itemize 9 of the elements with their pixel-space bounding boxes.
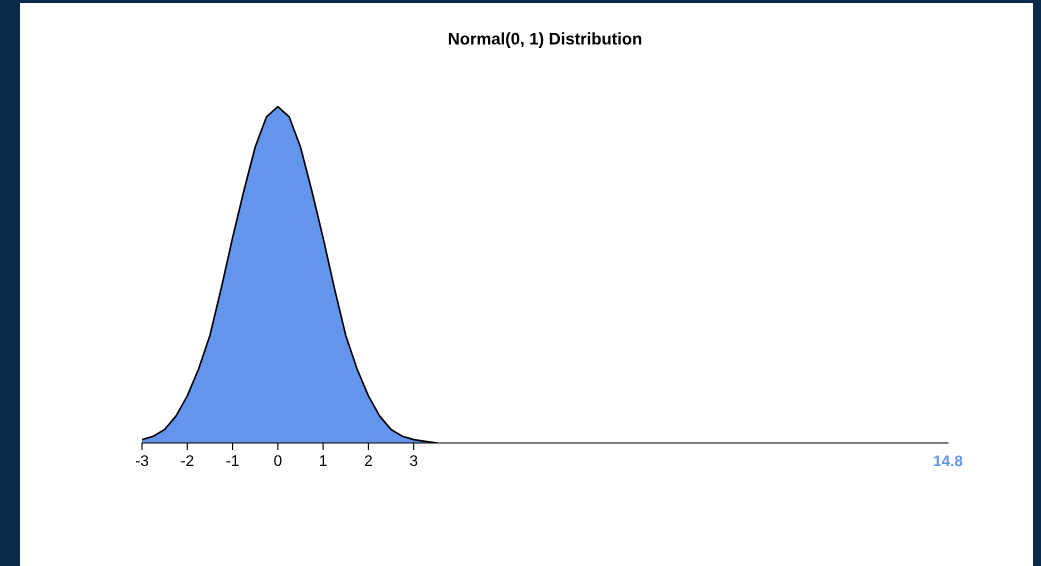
x-tick-label: 2: [364, 455, 372, 466]
chart-title: Normal(0, 1) Distribution: [448, 32, 642, 48]
x-tick-label: 0: [274, 455, 282, 467]
x-tick-label: -1: [226, 455, 239, 466]
x-tick-label: 1: [320, 455, 327, 466]
x-tick-label: -3: [135, 455, 149, 467]
x-tick-label: -2: [181, 455, 194, 466]
text: 14.8: [934, 455, 963, 467]
x-tick-label: 3: [410, 455, 418, 467]
